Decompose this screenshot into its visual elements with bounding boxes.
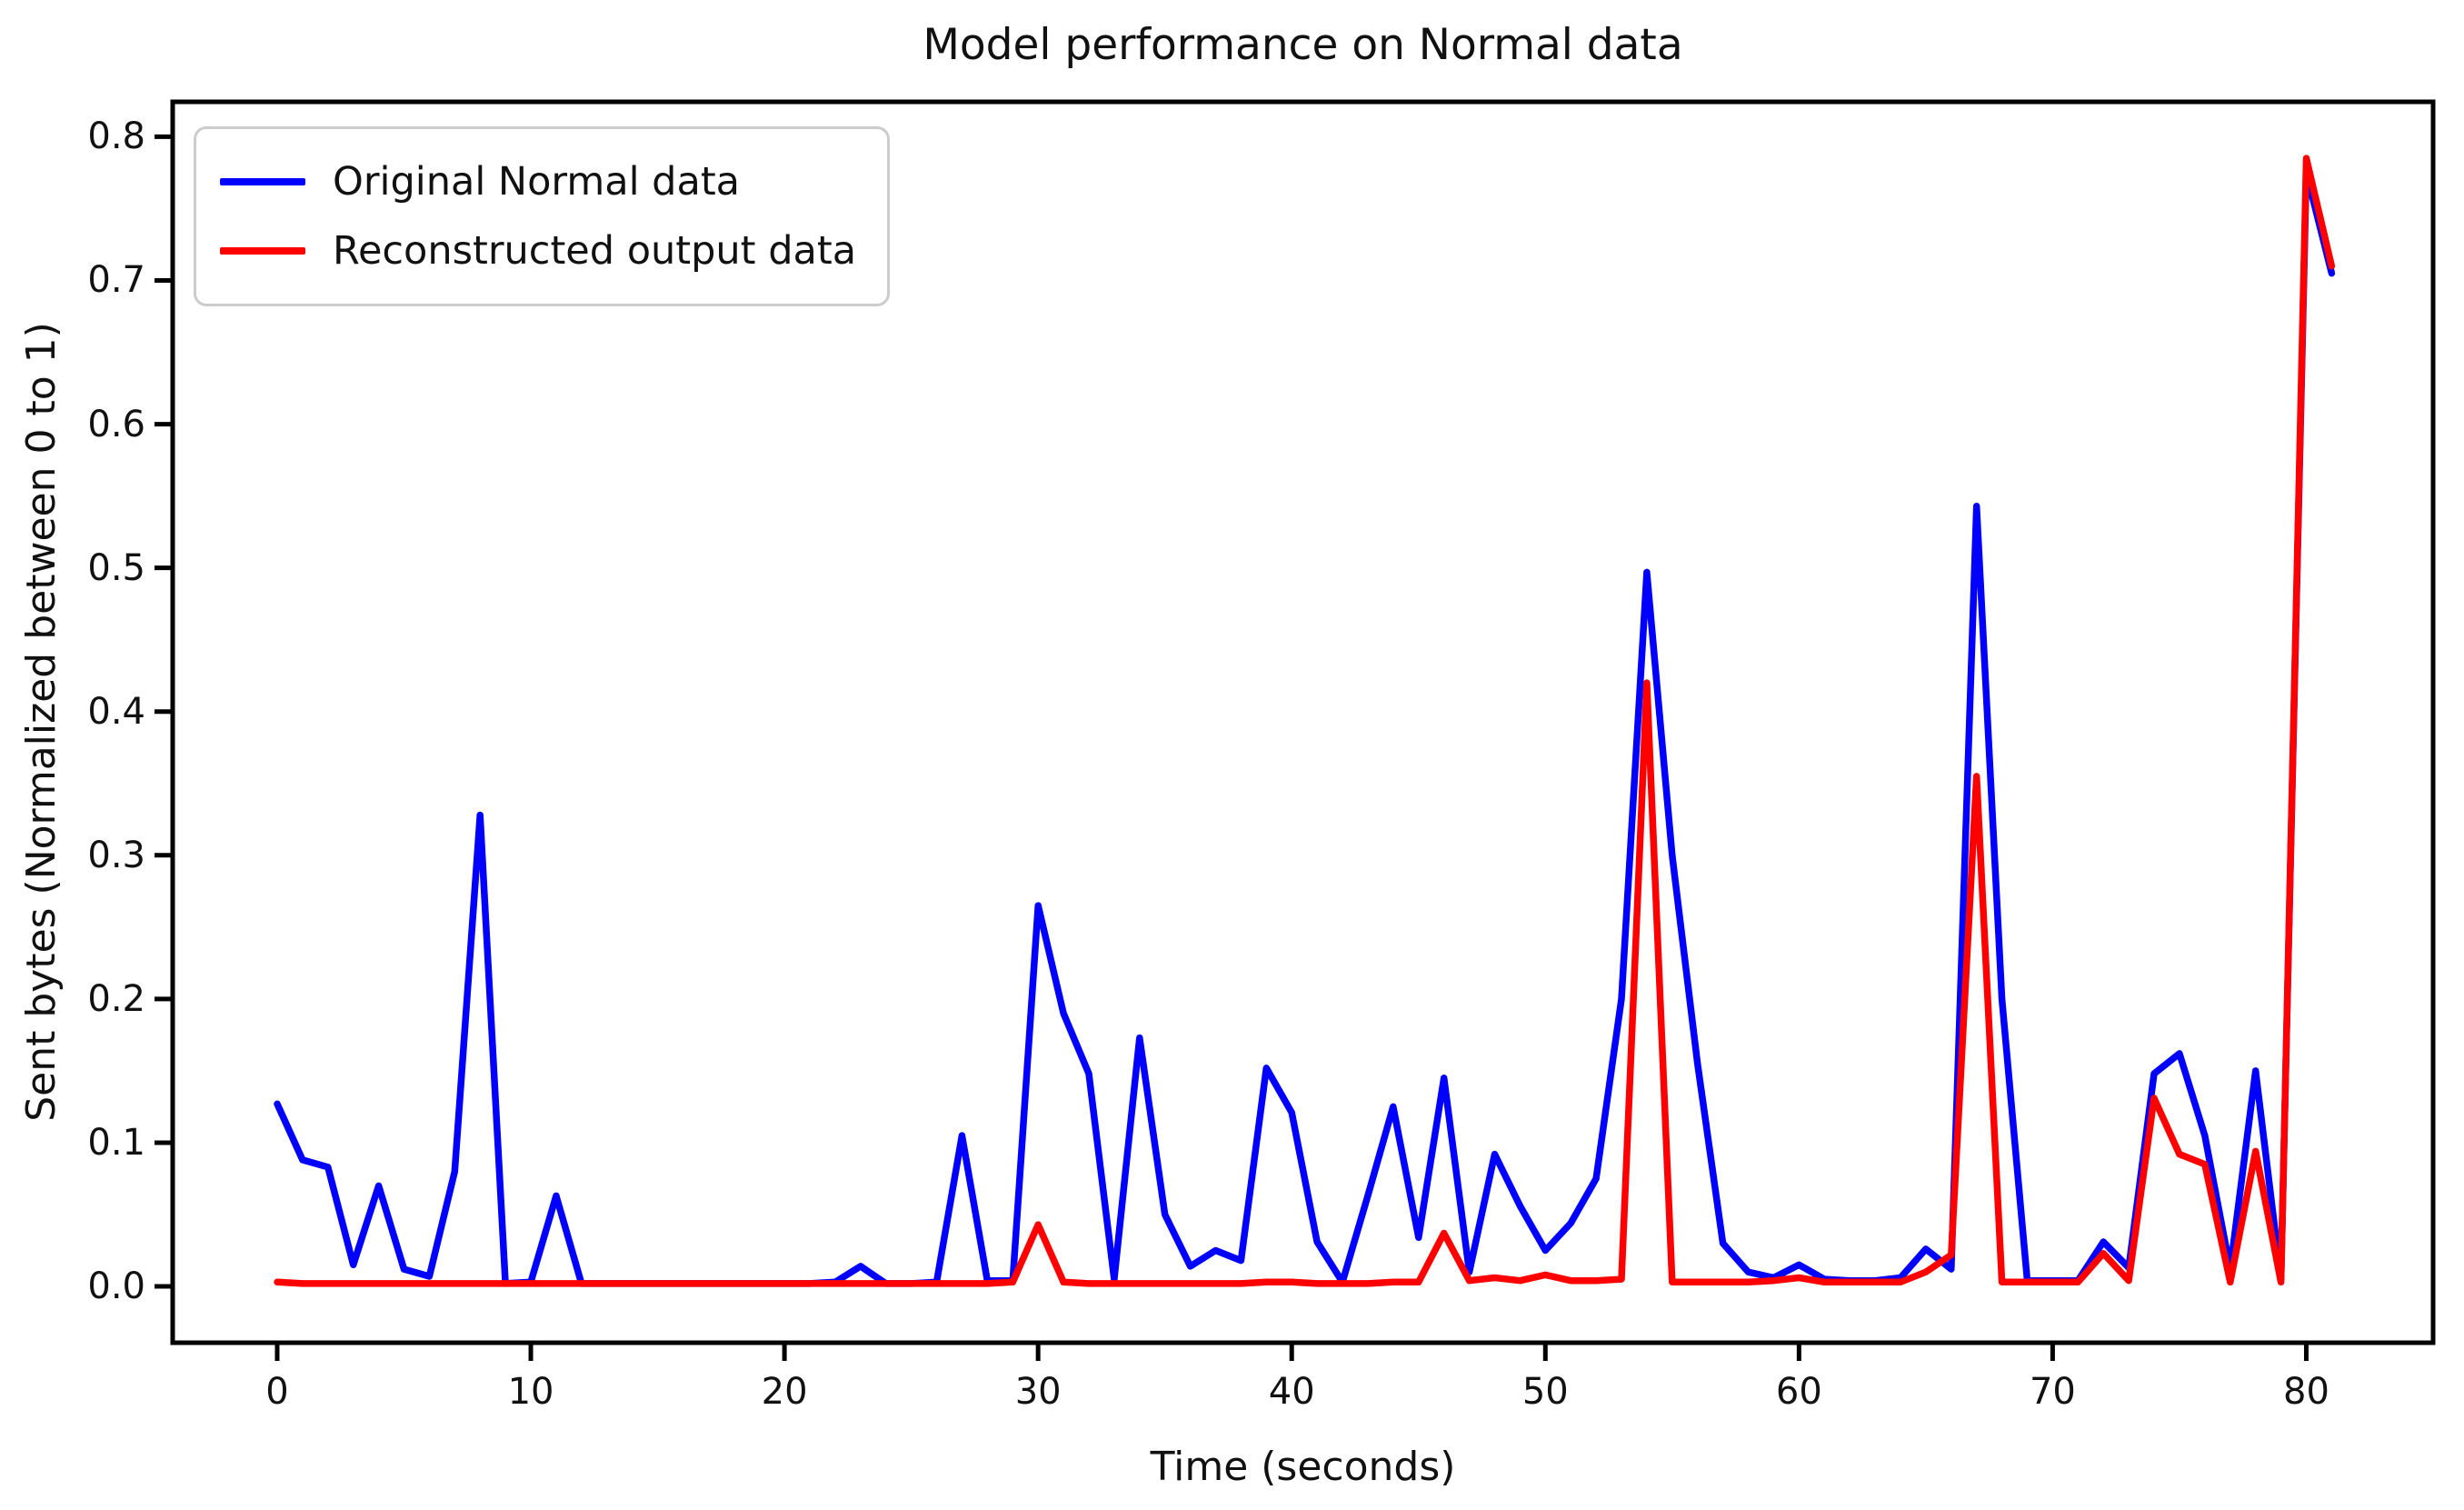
x-tick-label: 0	[265, 1371, 289, 1413]
y-tick-label: 0.5	[87, 546, 145, 589]
blue-line-sample-icon	[220, 178, 305, 185]
x-tick-label: 60	[1775, 1371, 1822, 1413]
legend-item-reconstructed: Reconstructed output data	[220, 216, 856, 285]
x-tick-label: 20	[761, 1371, 808, 1413]
tick-marks	[155, 134, 2309, 1361]
chart-title: Model performance on Normal data	[923, 20, 1683, 70]
plot-area-border	[170, 99, 2436, 1345]
series-line-original-normal-data	[274, 169, 2336, 1287]
series-line-reconstructed-output-data	[274, 155, 2336, 1287]
y-tick-label: 0.4	[87, 690, 145, 733]
x-axis-label: Time (seconds)	[1150, 1444, 1456, 1490]
legend-label: Original Normal data	[333, 159, 741, 205]
y-tick-label: 0.1	[87, 1121, 145, 1164]
y-tick-label: 0.6	[87, 403, 145, 445]
y-tick-label: 0.0	[87, 1265, 145, 1308]
series-lines	[274, 155, 2336, 1287]
y-tick-label: 0.2	[87, 977, 145, 1020]
y-tick-label: 0.7	[87, 259, 145, 302]
x-tick-label: 70	[2029, 1371, 2076, 1413]
y-tick-label: 0.8	[87, 115, 145, 158]
legend: Original Normal data Reconstructed outpu…	[194, 126, 891, 306]
x-tick-label: 30	[1014, 1371, 1062, 1413]
y-tick-label: 0.3	[87, 834, 145, 876]
x-tick-label: 80	[2283, 1371, 2329, 1413]
legend-label: Reconstructed output data	[333, 228, 857, 274]
x-tick-label: 10	[507, 1371, 554, 1413]
red-line-sample-icon	[220, 247, 305, 255]
x-tick-label: 50	[1521, 1371, 1569, 1413]
x-tick-label: 40	[1268, 1371, 1315, 1413]
legend-item-original: Original Normal data	[220, 147, 856, 216]
